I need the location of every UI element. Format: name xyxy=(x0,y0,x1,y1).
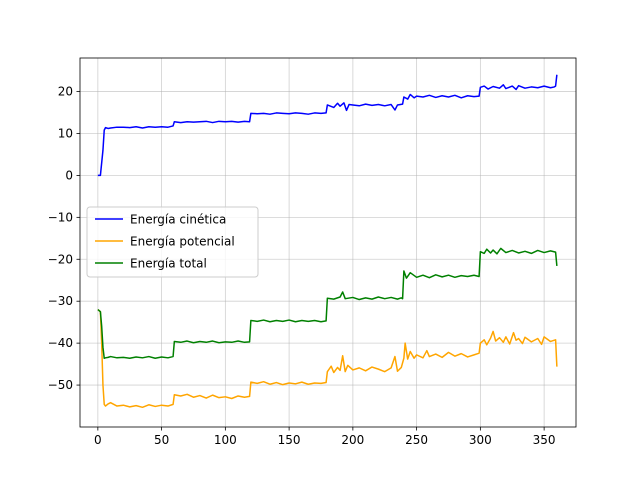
x-tick-label: 0 xyxy=(94,433,102,447)
legend-label-total: Energía total xyxy=(130,257,207,271)
y-tick-label: 0 xyxy=(65,168,73,182)
legend-label-potential: Energía potencial xyxy=(130,235,235,249)
legend-item-kinetic: Energía cinética xyxy=(95,213,226,227)
legend-label-kinetic: Energía cinética xyxy=(130,213,226,227)
x-tick-label: 50 xyxy=(154,433,169,447)
x-tick-label: 150 xyxy=(278,433,301,447)
y-tick-label: −40 xyxy=(48,336,73,350)
y-tick-label: −50 xyxy=(48,378,73,392)
x-tick-label: 350 xyxy=(533,433,556,447)
y-axis-ticks: −50 −40 −30 −20 −10 0 10 20 xyxy=(48,85,80,392)
y-tick-label: −20 xyxy=(48,252,73,266)
y-tick-label: −10 xyxy=(48,210,73,224)
series-lines xyxy=(97,74,558,409)
series-line-total xyxy=(97,247,558,359)
y-tick-label: 10 xyxy=(58,126,73,140)
x-tick-label: 100 xyxy=(214,433,237,447)
legend-item-potential: Energía potencial xyxy=(95,235,235,249)
series-line-potential xyxy=(97,309,558,409)
x-tick-label: 300 xyxy=(469,433,492,447)
legend-item-total: Energía total xyxy=(95,257,207,271)
x-tick-label: 200 xyxy=(341,433,364,447)
y-tick-label: 20 xyxy=(58,85,73,99)
legend: Energía cinética Energía potencial Energ… xyxy=(86,206,259,278)
legend-frame xyxy=(86,206,259,278)
plot-frame xyxy=(79,57,577,428)
series-line-kinetic xyxy=(97,74,558,177)
y-tick-label: −30 xyxy=(48,294,73,308)
x-tick-label: 250 xyxy=(405,433,428,447)
x-axis-ticks: 0 50 100 150 200 250 300 350 xyxy=(94,427,556,447)
